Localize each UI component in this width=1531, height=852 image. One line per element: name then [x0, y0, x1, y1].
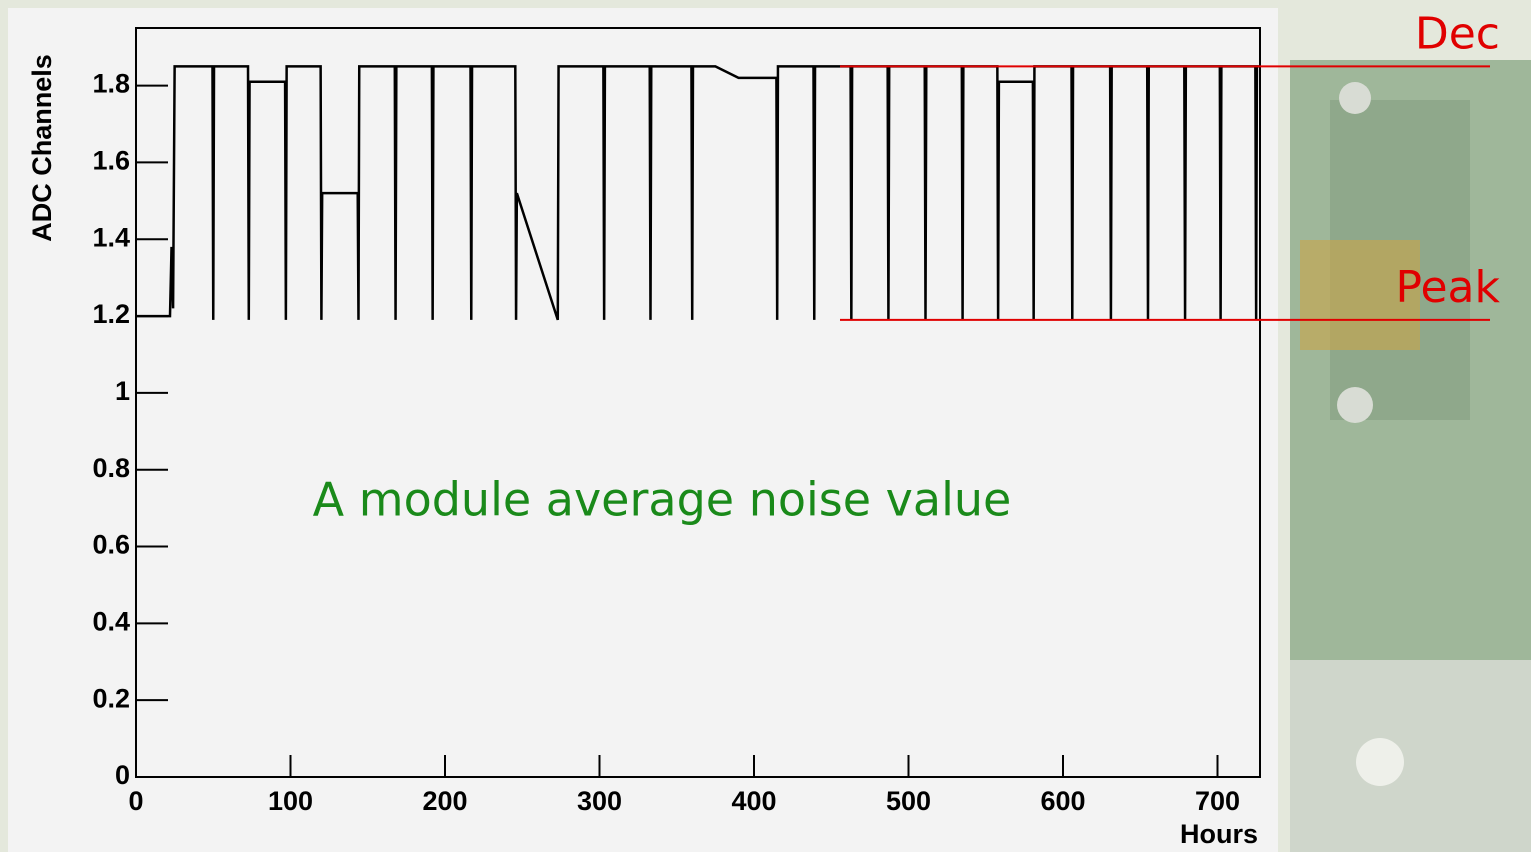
y-tick-label: 0	[115, 760, 130, 790]
x-tick-label: 400	[731, 786, 776, 816]
y-tick-label: 1.6	[92, 146, 130, 176]
x-tick-label: 200	[422, 786, 467, 816]
annotation: A module average noise value	[313, 473, 1012, 527]
photo-screw	[1339, 82, 1371, 114]
reference-label: Peak	[1396, 262, 1501, 313]
x-tick-label: 0	[128, 786, 143, 816]
y-tick-label: 0.6	[92, 530, 130, 560]
photo-connector	[1300, 240, 1420, 350]
y-tick-label: 0.4	[92, 606, 130, 636]
x-tick-label: 600	[1040, 786, 1085, 816]
photo-screw	[1356, 738, 1404, 786]
plot-frame	[135, 27, 1261, 778]
data-line	[136, 65, 1260, 321]
reference-label: Dec	[1415, 8, 1500, 59]
y-tick-label: 0.2	[92, 683, 130, 713]
x-axis-label: Hours	[1180, 819, 1258, 849]
y-tick-label: 1.2	[92, 299, 130, 329]
photo-screw	[1337, 387, 1373, 423]
x-tick-label: 700	[1195, 786, 1240, 816]
y-tick-label: 0.8	[92, 453, 130, 483]
y-tick-label: 1	[115, 376, 130, 406]
y-axis-label: ADC Channels	[27, 54, 57, 242]
y-tick-label: 1.4	[92, 222, 130, 252]
y-tick-label: 1.8	[92, 69, 130, 99]
x-tick-label: 300	[577, 786, 622, 816]
x-tick-label: 500	[886, 786, 931, 816]
photo-base	[1290, 660, 1531, 852]
x-tick-label: 100	[268, 786, 313, 816]
